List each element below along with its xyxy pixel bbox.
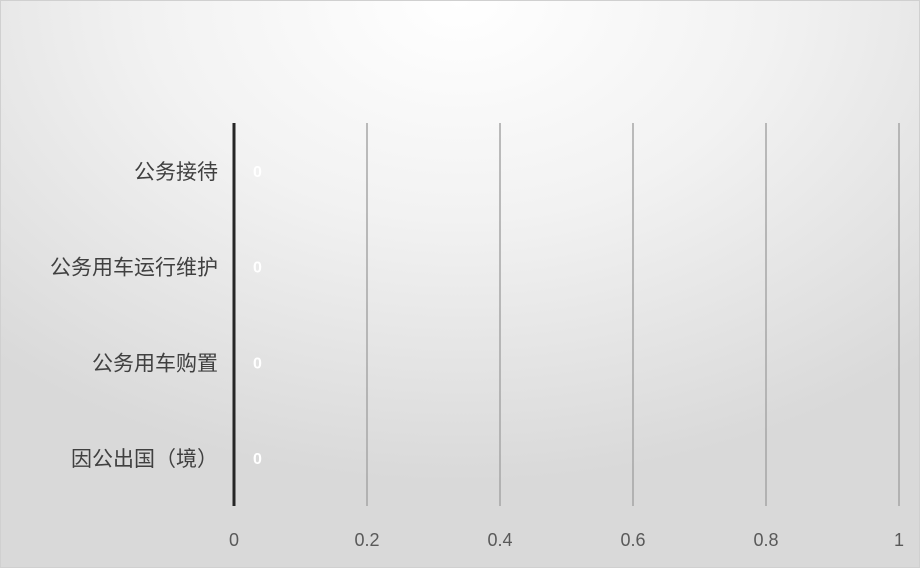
category-label: 公务接待 — [134, 160, 218, 184]
category-label: 公务用车购置 — [92, 351, 218, 375]
x-tick-label: 0.6 — [620, 530, 645, 550]
data-label: 0 — [253, 355, 262, 372]
value-axis-labels: 0 0.2 0.4 0.6 0.8 1 — [229, 530, 904, 550]
data-labels: 0 0 0 0 — [253, 164, 262, 468]
gridlines — [366, 123, 900, 506]
data-label: 0 — [253, 164, 262, 181]
x-tick-label: 0.8 — [753, 530, 778, 550]
x-tick-label: 0.2 — [354, 530, 379, 550]
data-label: 0 — [253, 451, 262, 468]
data-label: 0 — [253, 260, 262, 277]
category-label: 因公出国（境） — [71, 447, 218, 471]
x-tick-label: 0 — [229, 530, 239, 550]
x-tick-label: 0.4 — [487, 530, 512, 550]
category-label: 公务用车运行维护 — [50, 256, 218, 280]
x-tick-label: 1 — [894, 530, 904, 550]
